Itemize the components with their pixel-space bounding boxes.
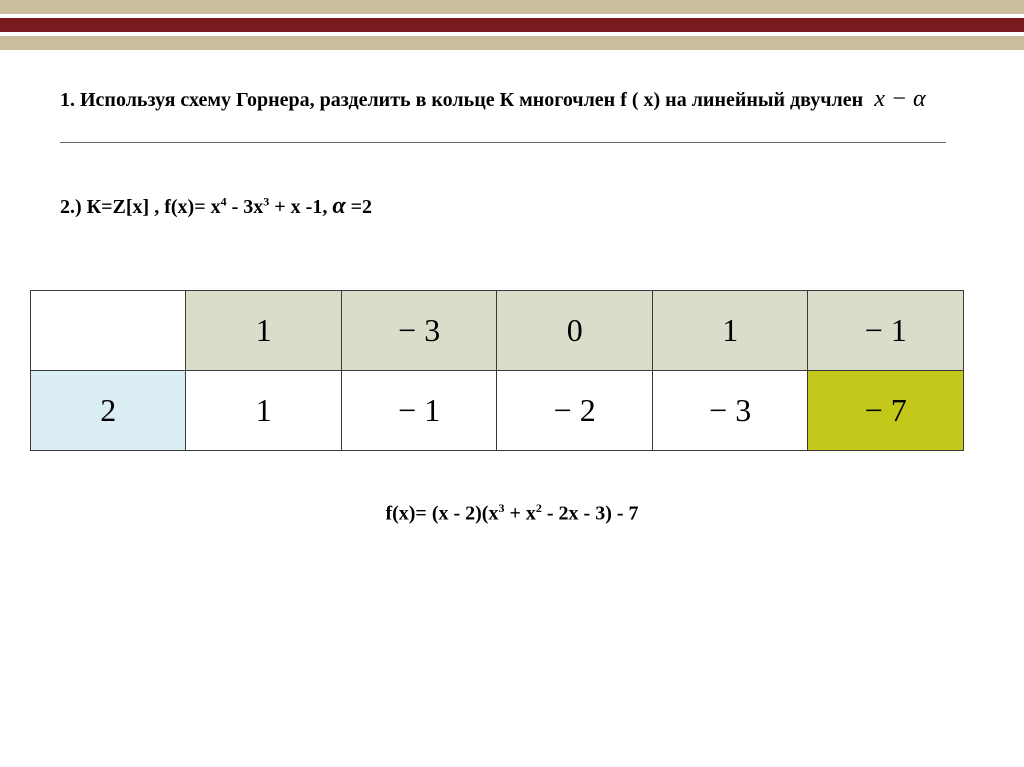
result-3: − 3	[652, 371, 808, 451]
problem-text: 1. Используя схему Горнера, разделить в …	[60, 89, 863, 111]
res-prefix: f(x)= (x - 2)(x	[385, 503, 498, 525]
coeff-2: 0	[497, 291, 653, 371]
binomial-expression: x − α	[868, 86, 931, 112]
divider-line	[60, 142, 946, 143]
alpha-value: =2	[346, 196, 372, 218]
stripe-3	[0, 36, 1024, 50]
content-area: 1. Используя схему Горнера, разделить в …	[0, 50, 1024, 526]
stripe-2	[0, 18, 1024, 32]
horner-table: 1 − 3 0 1 − 1 2 1 − 1 − 2 − 3 − 7	[30, 290, 964, 451]
result-2: − 2	[497, 371, 653, 451]
horner-table-wrap: 1 − 3 0 1 − 1 2 1 − 1 − 2 − 3 − 7	[30, 290, 964, 451]
sub-mid2: + x -1,	[269, 196, 332, 218]
sub-mid1: - 3x	[227, 196, 264, 218]
problem-statement: 1. Используя схему Горнера, разделить в …	[60, 80, 964, 118]
factorization-result: f(x)= (x - 2)(x3 + x2 - 2x - 3) - 7	[60, 501, 964, 526]
subproblem-statement: 2.) К=Z[x] , f(x)= x4 - 3x3 + x -1, α =2	[60, 193, 964, 220]
coeff-1: − 3	[341, 291, 497, 371]
decorative-stripes	[0, 0, 1024, 50]
results-row: 2 1 − 1 − 2 − 3 − 7	[31, 371, 964, 451]
coeff-0: 1	[186, 291, 341, 371]
sub-prefix: 2.) К=Z[x] , f(x)= x	[60, 196, 221, 218]
result-1: − 1	[341, 371, 497, 451]
alpha-symbol: α	[332, 193, 345, 219]
empty-corner	[31, 291, 186, 371]
coeff-3: 1	[652, 291, 808, 371]
res-m1: + x	[504, 503, 535, 525]
coefficients-row: 1 − 3 0 1 − 1	[31, 291, 964, 371]
remainder-cell: − 7	[808, 371, 964, 451]
coeff-4: − 1	[808, 291, 964, 371]
alpha-cell: 2	[31, 371, 186, 451]
result-0: 1	[186, 371, 341, 451]
res-m2: - 2x - 3) - 7	[542, 503, 639, 525]
stripe-1	[0, 0, 1024, 14]
